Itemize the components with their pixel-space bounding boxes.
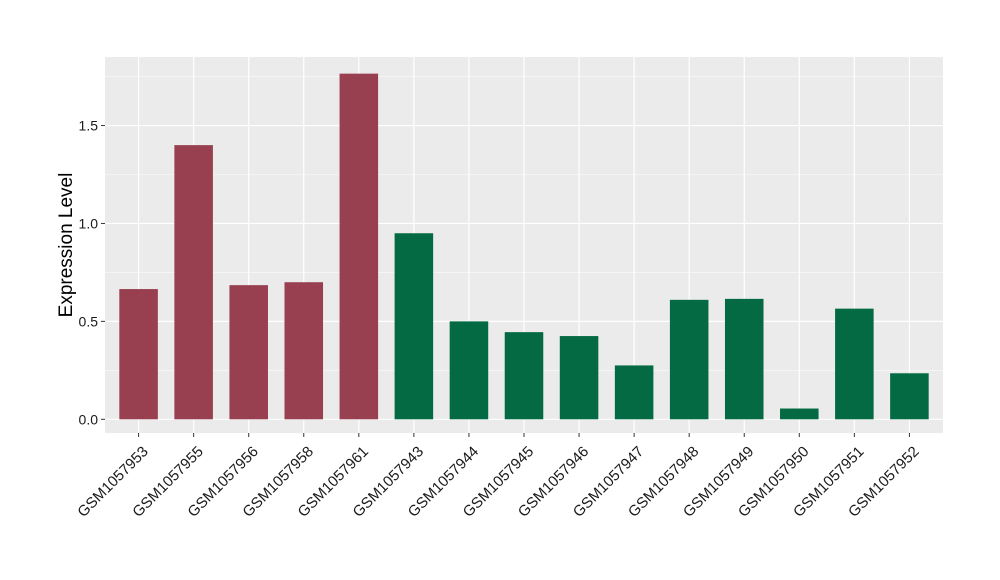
bar-GSM1057951 [835, 308, 874, 420]
y-axis-title: Expression Level [56, 173, 77, 318]
bar-GSM1057944 [449, 321, 489, 420]
bar-GSM1057955 [174, 145, 213, 420]
y-tick-label: 0.0 [79, 411, 99, 427]
bars [119, 73, 929, 420]
bar-GSM1057953 [119, 289, 158, 420]
bar-GSM1057958 [284, 282, 324, 420]
y-tick-label: 0.5 [79, 313, 99, 329]
bar-GSM1057947 [614, 365, 654, 420]
y-tick-label: 1.0 [79, 215, 99, 231]
bar-GSM1057943 [394, 233, 434, 420]
bar-GSM1057950 [780, 408, 819, 420]
bar-GSM1057952 [890, 373, 929, 420]
y-axis: 0.0 0.5 1.0 1.5 [79, 118, 105, 427]
bar-GSM1057945 [504, 332, 544, 420]
bar-GSM1057946 [559, 336, 599, 420]
x-axis: GSM1057953GSM1057955GSM1057956GSM1057958… [74, 433, 923, 521]
bar-GSM1057948 [669, 299, 709, 420]
bar-GSM1057949 [724, 298, 764, 420]
y-tick-label: 1.5 [79, 118, 99, 134]
bar-GSM1057956 [229, 285, 268, 420]
bar-GSM1057961 [339, 73, 379, 420]
